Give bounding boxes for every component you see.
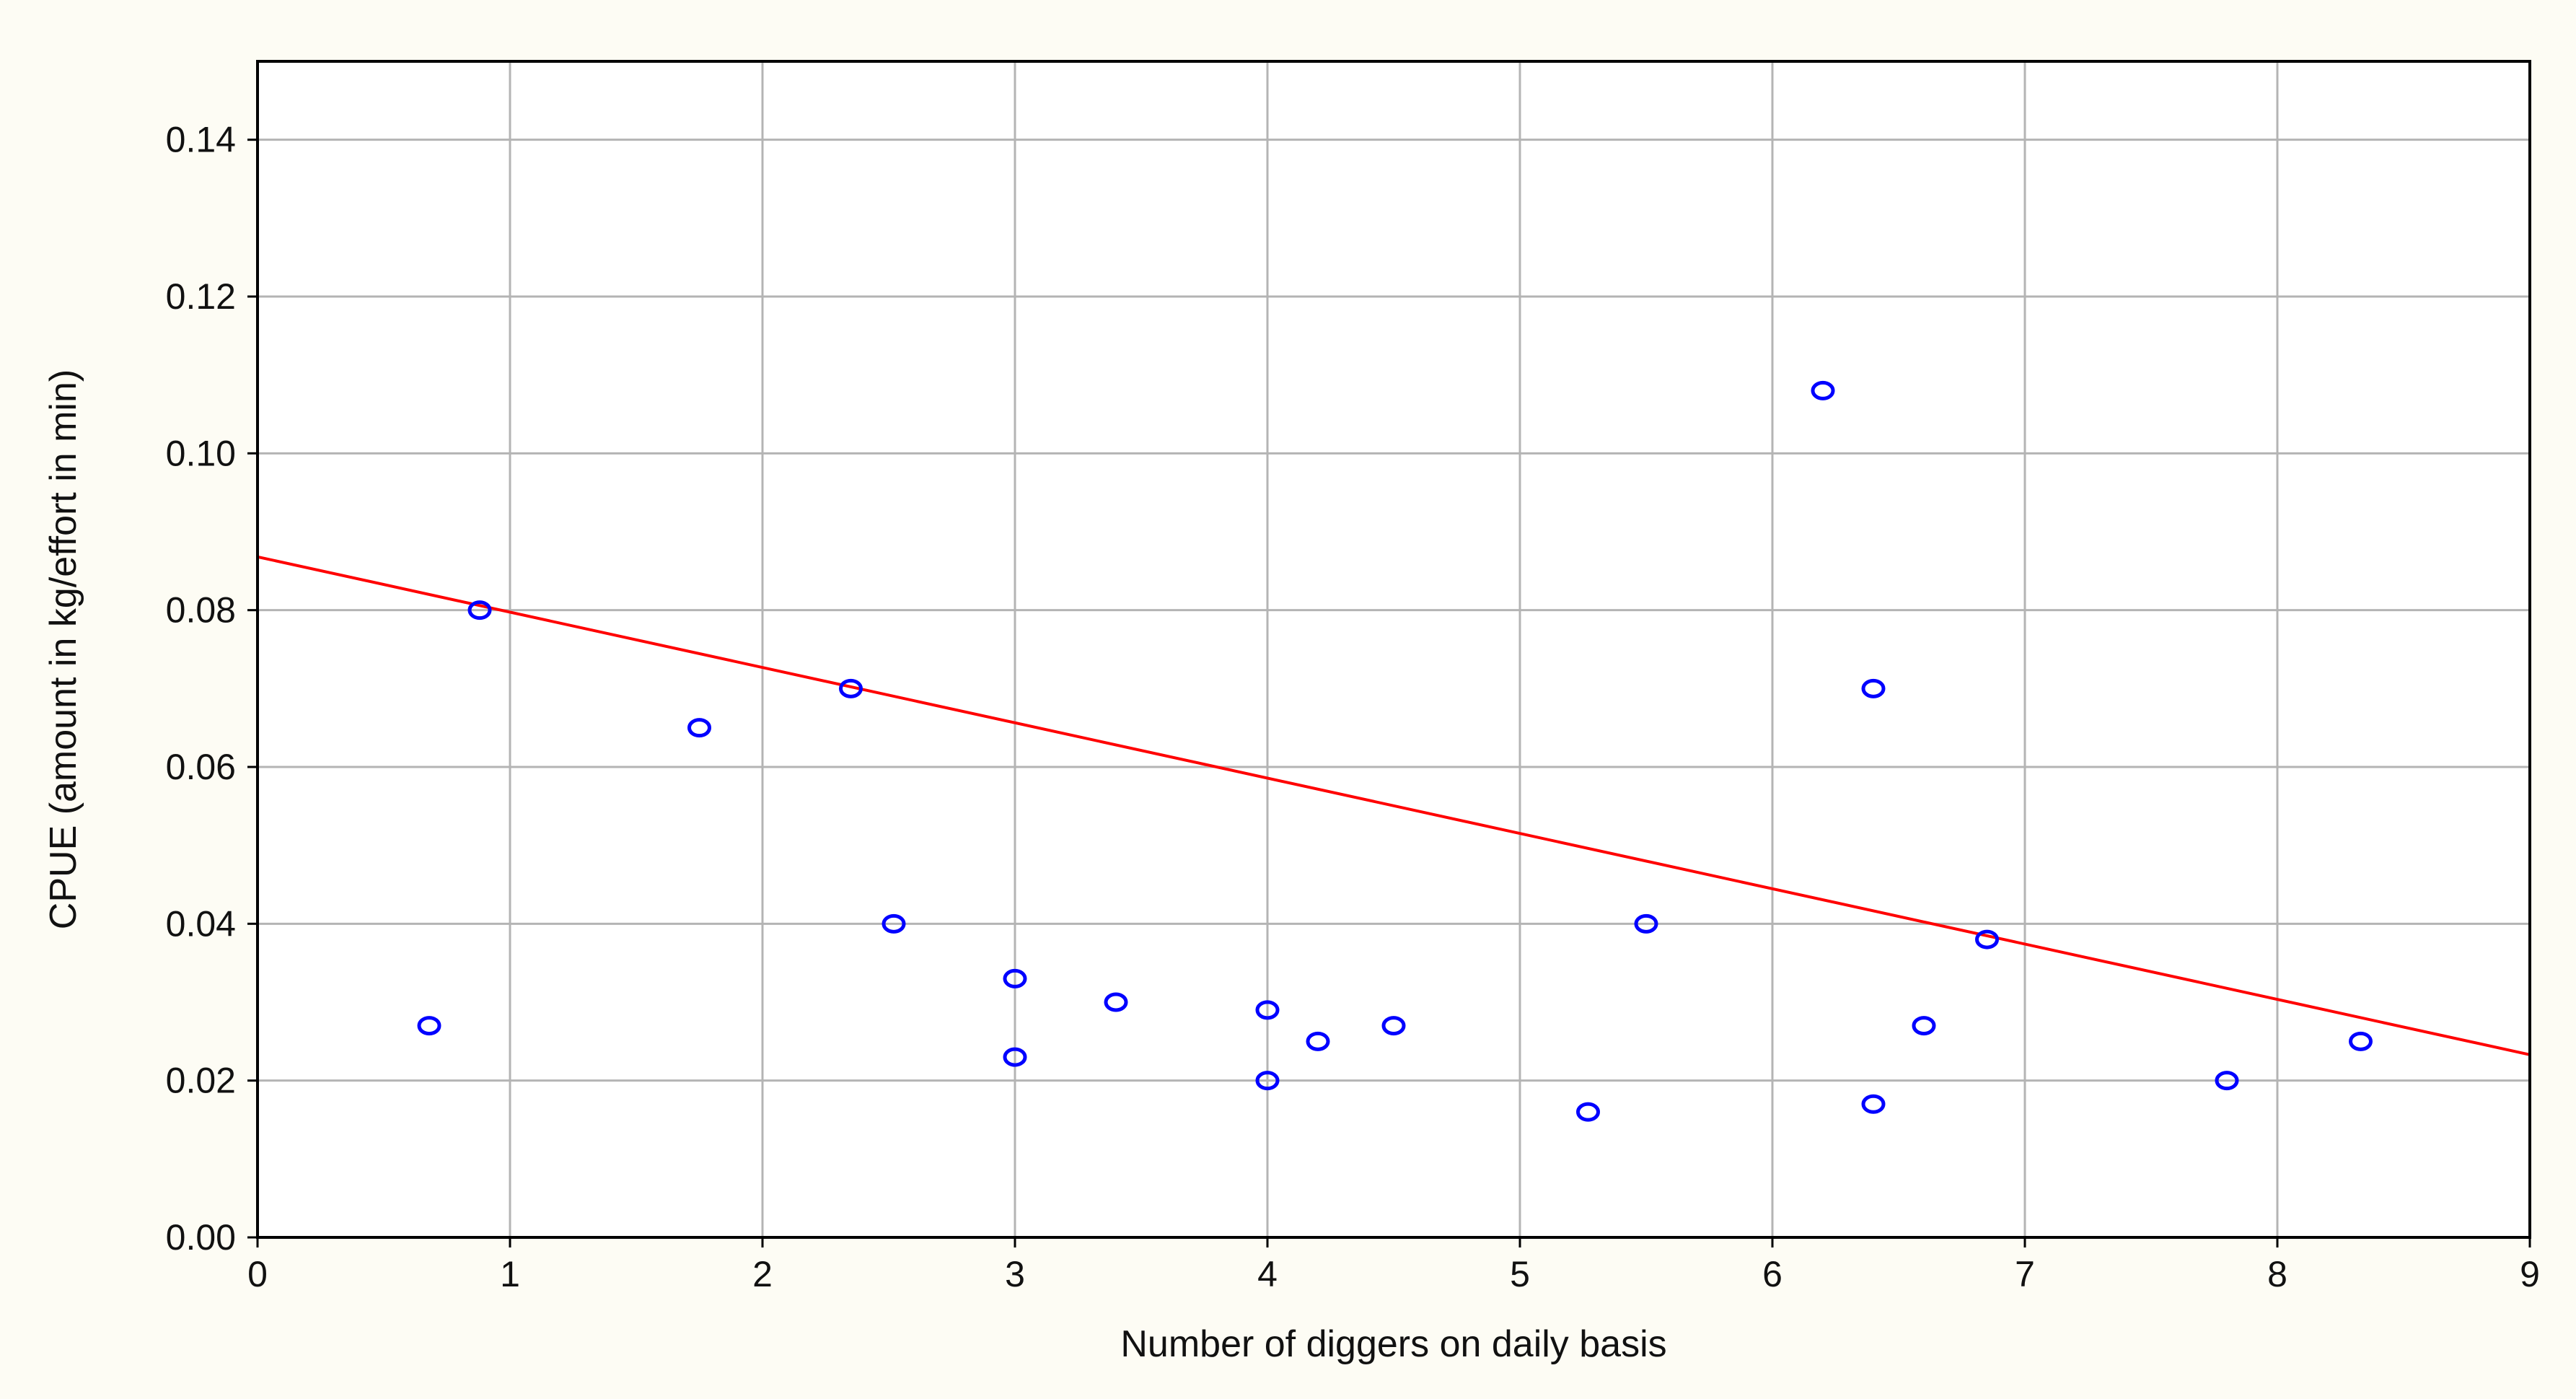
data-point bbox=[2215, 1071, 2239, 1091]
y-tick-label: 0.10 bbox=[166, 433, 236, 473]
data-point bbox=[1003, 1047, 1027, 1067]
data-point bbox=[1381, 1016, 1406, 1036]
y-tick-label: 0.14 bbox=[166, 120, 236, 160]
grid-lines bbox=[258, 61, 2530, 1237]
data-point bbox=[687, 718, 711, 738]
data-point bbox=[839, 678, 863, 698]
data-point bbox=[1576, 1102, 1600, 1122]
x-tick-label: 5 bbox=[1510, 1254, 1530, 1294]
data-point bbox=[2349, 1031, 2373, 1051]
regression-line bbox=[257, 555, 2531, 1056]
data-point bbox=[1912, 1016, 1936, 1036]
data-point bbox=[1634, 913, 1658, 934]
x-tick-label: 6 bbox=[1762, 1254, 1782, 1294]
x-tick-label: 4 bbox=[1257, 1254, 1278, 1294]
fit-line-layer bbox=[257, 555, 2531, 1056]
plot-background bbox=[258, 61, 2530, 1237]
y-axis-ticks: 0.00 0.02 0.04 0.06 0.08 0.10 0.12 0.14 bbox=[166, 120, 258, 1258]
y-axis-title: CPUE (amount in kg/effort in min) bbox=[43, 369, 84, 929]
x-tick-label: 0 bbox=[247, 1254, 268, 1294]
data-point bbox=[882, 913, 906, 934]
x-tick-label: 2 bbox=[752, 1254, 773, 1294]
x-tick-label: 3 bbox=[1005, 1254, 1025, 1294]
data-point bbox=[467, 600, 492, 620]
data-point bbox=[417, 1016, 441, 1036]
x-axis-title: Number of diggers on daily basis bbox=[1120, 1323, 1666, 1365]
x-tick-label: 8 bbox=[2267, 1254, 2287, 1294]
x-axis-ticks: 0 1 2 3 4 5 6 7 8 9 bbox=[247, 1237, 2540, 1294]
data-point bbox=[1003, 968, 1027, 988]
data-point bbox=[1306, 1031, 1330, 1051]
x-tick-label: 9 bbox=[2520, 1254, 2540, 1294]
data-point bbox=[1255, 1071, 1280, 1091]
y-tick-label: 0.04 bbox=[166, 903, 236, 944]
y-tick-label: 0.02 bbox=[166, 1061, 236, 1101]
data-point bbox=[1104, 992, 1128, 1012]
data-points bbox=[417, 380, 2373, 1122]
y-tick-label: 0.00 bbox=[166, 1217, 236, 1258]
data-point bbox=[1861, 678, 1886, 698]
data-point bbox=[1861, 1094, 1886, 1114]
data-point bbox=[1975, 929, 1999, 950]
y-tick-label: 0.06 bbox=[166, 747, 236, 787]
data-point bbox=[1255, 1000, 1280, 1020]
x-tick-label: 7 bbox=[2015, 1254, 2035, 1294]
data-point bbox=[1811, 380, 1835, 400]
x-tick-label: 1 bbox=[500, 1254, 520, 1294]
y-tick-label: 0.12 bbox=[166, 276, 236, 317]
plot-frame bbox=[256, 60, 2531, 1239]
y-tick-label: 0.08 bbox=[166, 590, 236, 631]
